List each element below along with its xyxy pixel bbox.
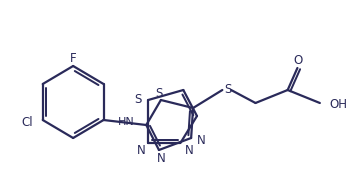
Text: F: F	[70, 51, 76, 65]
Text: N: N	[185, 143, 194, 157]
Text: N: N	[156, 153, 165, 165]
Text: Cl: Cl	[21, 116, 33, 128]
Text: HN: HN	[118, 117, 134, 126]
Text: O: O	[294, 53, 303, 67]
Text: N: N	[196, 134, 205, 148]
Text: N: N	[137, 143, 146, 157]
Text: S: S	[224, 82, 232, 96]
Text: S: S	[155, 87, 163, 99]
Text: S: S	[134, 93, 141, 105]
Text: OH: OH	[330, 97, 348, 111]
